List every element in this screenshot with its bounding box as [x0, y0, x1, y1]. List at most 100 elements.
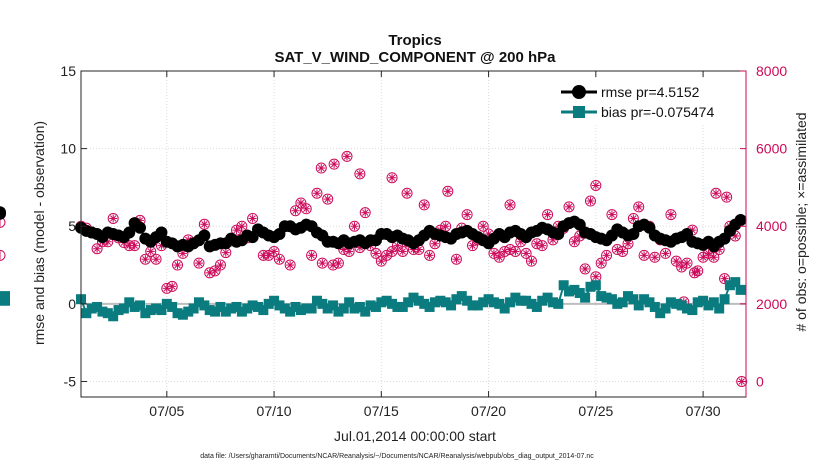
bias-point	[92, 301, 103, 312]
obs-point	[638, 249, 650, 261]
obs-assimilated-marker	[403, 190, 411, 197]
obs-point	[606, 209, 618, 221]
obs-possible-marker	[627, 212, 639, 224]
obs-assimilated-marker	[640, 252, 648, 259]
obs-assimilated-marker	[630, 215, 637, 222]
obs-point	[193, 257, 205, 269]
bias-point	[472, 300, 483, 311]
x-axis-label: Jul.01,2014 00:00:00 start	[334, 428, 496, 444]
x-tick-label: 07/05	[149, 403, 184, 419]
obs-assimilated-marker	[174, 261, 181, 269]
obs-possible-marker	[606, 209, 618, 221]
bias-point	[682, 303, 693, 314]
obs-point	[247, 212, 259, 224]
obs-possible-marker	[579, 263, 591, 275]
obs-assimilated-marker	[222, 249, 229, 256]
obs-possible-marker	[316, 257, 328, 269]
obs-assimilated-marker	[147, 248, 154, 255]
bias-point	[526, 298, 537, 309]
obs-possible-marker	[601, 249, 613, 261]
obs-assimilated-marker	[319, 259, 326, 267]
obs-possible-marker	[129, 240, 141, 252]
obs-assimilated-marker	[335, 259, 342, 267]
bias-point	[285, 306, 296, 317]
rmse-point	[198, 229, 211, 242]
obs-assimilated-marker	[168, 283, 176, 290]
obs-point	[150, 253, 162, 265]
obs-possible-marker	[450, 253, 462, 265]
bias-point	[655, 308, 666, 319]
bias-point	[242, 303, 253, 314]
obs-assimilated-marker	[343, 153, 351, 160]
legend-box	[557, 79, 737, 125]
y-axis-right-label: # of obs: o=possible; ×=assimilated	[793, 112, 809, 331]
obs-possible-marker	[214, 259, 226, 271]
obs-possible-marker	[0, 216, 6, 228]
obs-possible-marker	[563, 201, 575, 213]
obs-point	[633, 201, 645, 213]
obs-point	[0, 249, 6, 261]
obs-assimilated-marker	[512, 248, 519, 255]
bias-point	[499, 303, 510, 314]
bias-point	[714, 303, 725, 314]
legend: rmse pr=4.5152 bias pr=-0.075474	[557, 79, 737, 125]
bias-point	[633, 300, 644, 311]
obs-point	[354, 168, 366, 180]
legend-bias-label: bias pr=-0.075474	[601, 104, 714, 120]
obs-point	[172, 259, 184, 271]
legend-rmse-marker	[572, 85, 586, 99]
obs-assimilated-marker	[651, 254, 659, 261]
bias-point	[236, 306, 247, 317]
bias-point	[735, 284, 746, 295]
obs-assimilated-marker	[109, 215, 117, 222]
bias-point	[408, 292, 419, 303]
obs-possible-marker	[386, 172, 398, 184]
bias-point	[177, 309, 188, 320]
bias-point	[413, 295, 424, 306]
bias-point	[446, 300, 457, 311]
bias-point	[521, 295, 532, 306]
obs-possible-marker	[660, 247, 672, 259]
bias-point	[564, 286, 575, 297]
obs-point	[397, 245, 409, 257]
obs-assimilated-marker	[710, 254, 718, 261]
bias-point	[596, 291, 607, 302]
bias-point	[226, 303, 237, 314]
obs-assimilated-marker	[292, 207, 299, 214]
y-tick-label: 0	[68, 296, 76, 312]
bias-point	[547, 297, 558, 308]
obs-possible-marker	[268, 245, 280, 257]
y-tick-label: 10	[60, 141, 76, 157]
obs-point	[660, 247, 672, 259]
bias-point	[429, 297, 440, 308]
obs-assimilated-marker	[453, 256, 460, 263]
obs-point	[536, 240, 548, 252]
obs-assimilated-marker	[480, 223, 487, 230]
bias-point	[628, 294, 639, 305]
obs-point	[284, 259, 296, 271]
rmse-point	[123, 226, 136, 239]
y-tick-label: 5	[68, 218, 76, 234]
bias-point	[397, 301, 408, 312]
bias-point	[204, 305, 215, 316]
obs-assimilated-marker	[587, 197, 594, 205]
bias-point	[703, 300, 714, 311]
bias-point	[188, 303, 199, 314]
rmse-point	[155, 226, 168, 239]
bias-point	[515, 295, 526, 306]
obs-point	[429, 238, 441, 250]
bias-point	[156, 305, 167, 316]
obs-point	[440, 220, 452, 232]
obs-assimilated-marker	[270, 248, 278, 255]
bias-point	[558, 280, 569, 291]
obs-possible-marker	[442, 185, 454, 197]
footnote: data file: /Users/gharamti/Documents/NCA…	[200, 453, 594, 460]
obs-assimilated-marker	[313, 190, 321, 197]
bias-point	[81, 308, 92, 319]
bias-point	[231, 301, 242, 312]
obs-point	[670, 255, 682, 267]
bias-point	[671, 298, 682, 309]
obs-assimilated-marker	[673, 257, 680, 265]
obs-possible-marker	[332, 257, 344, 269]
obs-point	[328, 158, 340, 170]
